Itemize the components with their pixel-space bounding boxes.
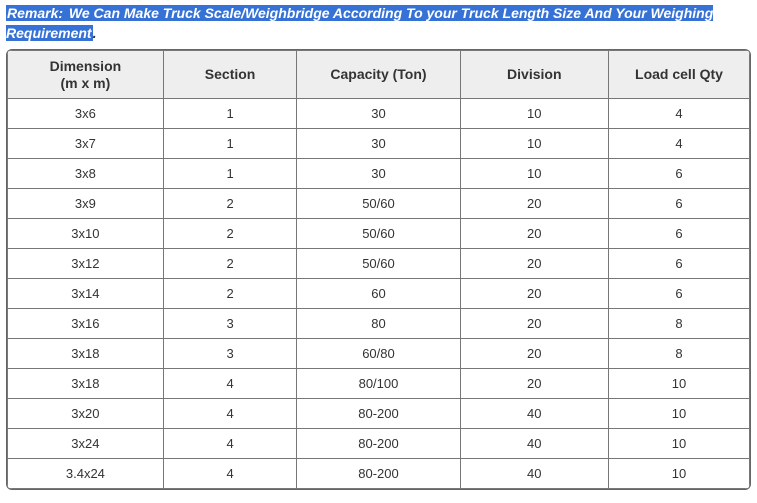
col-header-loadcell-l1: Load cell Qty [635, 66, 723, 82]
table-cell: 2 [163, 249, 297, 279]
table-cell: 4 [163, 429, 297, 459]
table-cell: 20 [460, 369, 608, 399]
table-row: 3x16380208 [8, 309, 750, 339]
table-cell: 20 [460, 309, 608, 339]
spec-table: Dimension (m x m) Section Capacity (Ton)… [7, 50, 750, 489]
table-row: 3x14260206 [8, 279, 750, 309]
table-cell: 4 [163, 399, 297, 429]
table-cell: 3x7 [8, 129, 164, 159]
table-cell: 2 [163, 189, 297, 219]
table-cell: 1 [163, 99, 297, 129]
table-cell: 6 [608, 279, 749, 309]
table-cell: 30 [297, 159, 460, 189]
table-row: 3x8130106 [8, 159, 750, 189]
table-cell: 10 [608, 429, 749, 459]
table-cell: 3x24 [8, 429, 164, 459]
table-cell: 20 [460, 219, 608, 249]
remark-line: Remark: We Can Make Truck Scale/Weighbri… [6, 4, 751, 43]
table-cell: 2 [163, 219, 297, 249]
table-cell: 40 [460, 459, 608, 489]
table-cell: 3 [163, 339, 297, 369]
table-row: 3x24480-2004010 [8, 429, 750, 459]
table-header-row: Dimension (m x m) Section Capacity (Ton)… [8, 51, 750, 99]
table-cell: 3 [163, 309, 297, 339]
table-cell: 10 [608, 399, 749, 429]
table-cell: 30 [297, 99, 460, 129]
table-cell: 20 [460, 339, 608, 369]
remark-body: We Can Make Truck Scale/Weighbridge Acco… [6, 5, 713, 41]
table-cell: 6 [608, 159, 749, 189]
table-row: 3.4x24480-2004010 [8, 459, 750, 489]
table-cell: 1 [163, 129, 297, 159]
col-header-division: Division [460, 51, 608, 99]
table-cell: 6 [608, 189, 749, 219]
table-cell: 3x8 [8, 159, 164, 189]
table-cell: 4 [163, 369, 297, 399]
table-cell: 20 [460, 249, 608, 279]
spec-table-wrap: Dimension (m x m) Section Capacity (Ton)… [6, 49, 751, 490]
table-cell: 4 [163, 459, 297, 489]
table-cell: 10 [608, 459, 749, 489]
remark-tail: . [93, 25, 97, 41]
table-row: 3x7130104 [8, 129, 750, 159]
table-row: 3x9250/60206 [8, 189, 750, 219]
table-cell: 6 [608, 219, 749, 249]
table-row: 3x20480-2004010 [8, 399, 750, 429]
table-cell: 80-200 [297, 459, 460, 489]
table-cell: 3x14 [8, 279, 164, 309]
remark-prefix: Remark: [6, 5, 64, 21]
col-header-section-l1: Section [205, 66, 256, 82]
col-header-section: Section [163, 51, 297, 99]
table-cell: 4 [608, 129, 749, 159]
table-cell: 3x20 [8, 399, 164, 429]
table-cell: 80-200 [297, 399, 460, 429]
table-cell: 50/60 [297, 249, 460, 279]
table-row: 3x6130104 [8, 99, 750, 129]
col-header-loadcell: Load cell Qty [608, 51, 749, 99]
table-cell: 10 [608, 369, 749, 399]
table-row: 3x18480/1002010 [8, 369, 750, 399]
table-cell: 3x12 [8, 249, 164, 279]
table-cell: 8 [608, 339, 749, 369]
table-cell: 3x10 [8, 219, 164, 249]
table-cell: 80/100 [297, 369, 460, 399]
table-cell: 8 [608, 309, 749, 339]
table-cell: 3x18 [8, 369, 164, 399]
table-cell: 10 [460, 99, 608, 129]
table-cell: 3x18 [8, 339, 164, 369]
table-cell: 3x6 [8, 99, 164, 129]
table-cell: 20 [460, 189, 608, 219]
col-header-division-l1: Division [507, 66, 561, 82]
table-cell: 20 [460, 279, 608, 309]
table-body: 3x61301043x71301043x81301063x9250/602063… [8, 99, 750, 489]
table-cell: 80-200 [297, 429, 460, 459]
col-header-capacity: Capacity (Ton) [297, 51, 460, 99]
table-row: 3x12250/60206 [8, 249, 750, 279]
table-cell: 60 [297, 279, 460, 309]
table-cell: 60/80 [297, 339, 460, 369]
table-cell: 10 [460, 159, 608, 189]
table-cell: 40 [460, 399, 608, 429]
col-header-dimension-l1: Dimension [12, 58, 159, 75]
table-cell: 4 [608, 99, 749, 129]
table-cell: 50/60 [297, 189, 460, 219]
table-cell: 6 [608, 249, 749, 279]
table-row: 3x18360/80208 [8, 339, 750, 369]
table-cell: 3x16 [8, 309, 164, 339]
table-cell: 3x9 [8, 189, 164, 219]
table-row: 3x10250/60206 [8, 219, 750, 249]
col-header-capacity-l1: Capacity (Ton) [330, 66, 426, 82]
col-header-dimension: Dimension (m x m) [8, 51, 164, 99]
table-cell: 80 [297, 309, 460, 339]
table-cell: 30 [297, 129, 460, 159]
col-header-dimension-l2: (m x m) [12, 75, 159, 92]
table-cell: 50/60 [297, 219, 460, 249]
table-cell: 2 [163, 279, 297, 309]
table-cell: 40 [460, 429, 608, 459]
table-cell: 10 [460, 129, 608, 159]
table-cell: 3.4x24 [8, 459, 164, 489]
table-cell: 1 [163, 159, 297, 189]
